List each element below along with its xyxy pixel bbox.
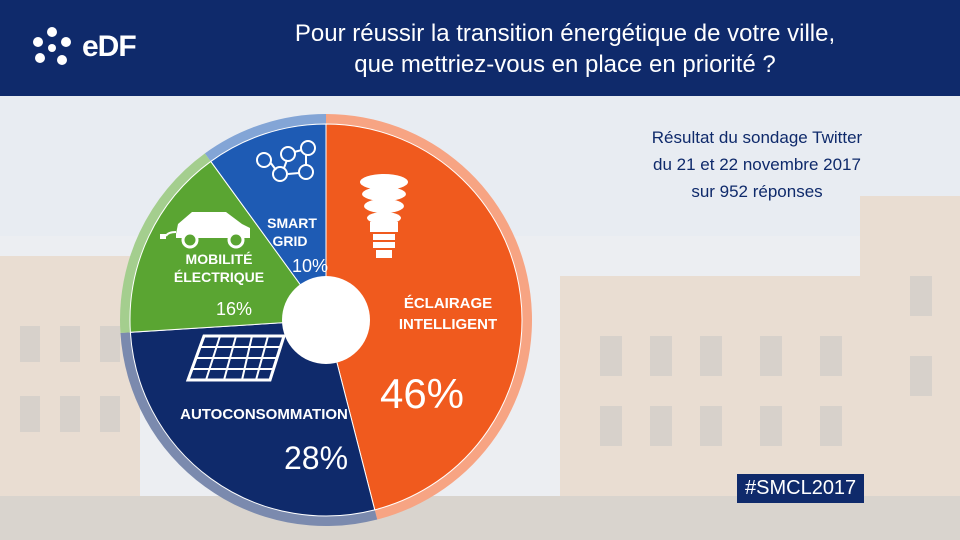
slice-4-value-label: 10% xyxy=(292,256,328,276)
chart-center-hole xyxy=(282,276,370,364)
network-house-icon xyxy=(256,140,316,182)
hashtag-badge: #SMCL2017 xyxy=(737,474,865,503)
source-line-2: du 21 et 22 novembre 2017 xyxy=(653,155,861,174)
question-line-1: Pour réussir la transition énergétique d… xyxy=(294,20,836,47)
light-bulb-icon xyxy=(360,174,408,258)
solar-panel-icon xyxy=(185,334,287,382)
source-line-1: Résultat du sondage Twitter xyxy=(651,128,863,147)
background-town-image xyxy=(0,96,960,540)
edf-logo: eDF xyxy=(26,24,146,72)
header-bar: eDF Pour réussir la transition énergétiq… xyxy=(0,0,960,96)
slice-2-value-label: 28% xyxy=(284,440,348,476)
source-line-3: sur 952 réponses xyxy=(691,182,823,201)
slice-3-value-label: 16% xyxy=(216,299,252,319)
survey-source: Résultat du sondage Twitter du 21 et 22 … xyxy=(604,124,910,205)
brand-name: eDF xyxy=(82,30,137,63)
poll-question: Pour réussir la transition énergétique d… xyxy=(170,18,960,80)
slice-3-label-line-2: ÉLECTRIQUE xyxy=(174,269,264,285)
poll-pie-chart: ÉCLAIRAGE INTELLIGENT 46% AUTOCONSOMMATI… xyxy=(120,114,533,526)
slice-1-value-label: 46% xyxy=(380,370,464,417)
slice-1-label-line-1: ÉCLAIRAGE xyxy=(404,295,492,312)
slice-3-label-line-1: MOBILITÉ xyxy=(186,251,253,267)
slice-3 xyxy=(129,160,327,333)
slice-1-label-line-2: INTELLIGENT xyxy=(399,316,497,333)
slice-4-label-line-2: GRID xyxy=(273,233,308,249)
slice-2-label-line-1: AUTOCONSOMMATION xyxy=(180,406,348,423)
electric-car-icon xyxy=(160,212,250,249)
question-line-2: que mettriez-vous en place en priorité ? xyxy=(354,51,776,78)
slice-4-label-line-1: SMART xyxy=(267,215,317,231)
edf-swirl-icon xyxy=(33,27,71,65)
